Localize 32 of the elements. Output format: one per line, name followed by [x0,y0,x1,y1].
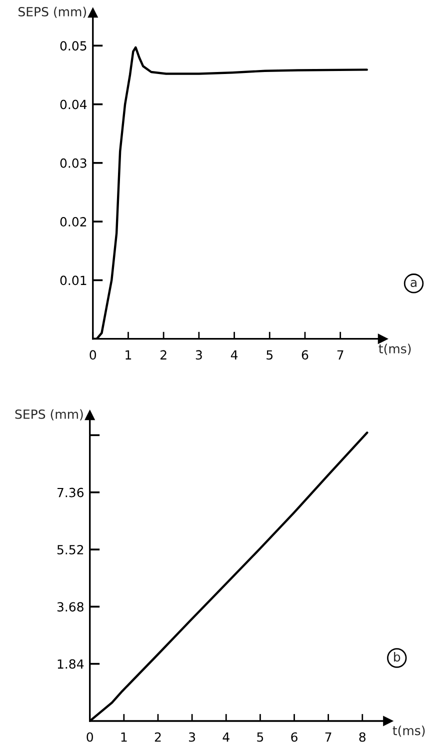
x-axis-title: t(ms) [378,344,411,355]
x-tick-label: 7 [325,732,332,742]
y-tick-label: 0.05 [60,41,86,51]
x-tick-label: 0 [90,350,96,360]
x-tick-label: 3 [189,732,196,742]
x-tick-label: 8 [359,732,366,742]
y-tick-label: 1.84 [58,659,84,669]
x-tick-label: 5 [257,732,264,742]
x-tick-label: 0 [86,732,93,742]
y-tick-label: 5.52 [57,544,84,554]
y-tick-label: 0.01 [60,276,86,286]
x-tick-label: 3 [196,350,202,360]
text: a [410,280,416,288]
y-axis-title: SEPS (mm) [15,409,83,420]
x-tick-label: 6 [291,732,298,742]
x-tick-label: 1 [126,350,132,360]
x-tick-label: 2 [160,350,166,360]
y-tick-label: 0.04 [60,100,87,110]
x-tick-label: 7 [337,350,344,360]
y-tick-label: 0.02 [60,217,86,226]
x-tick-label: 6 [302,350,308,360]
y-tick-label: 0.03 [60,158,86,168]
x-tick-label: 4 [222,732,230,742]
x-tick-label: 4 [230,350,238,360]
y-axis-title: SEPS (mm) [18,6,86,18]
x-tick-label: 5 [266,350,273,360]
x-axis-title: t(ms) [392,726,425,737]
y-tick-label: 7.36 [57,488,84,498]
x-tick-label: 2 [154,732,161,742]
text: b [394,652,400,662]
y-tick-label: 3.68 [57,602,84,612]
x-tick-label: 1 [121,732,127,742]
